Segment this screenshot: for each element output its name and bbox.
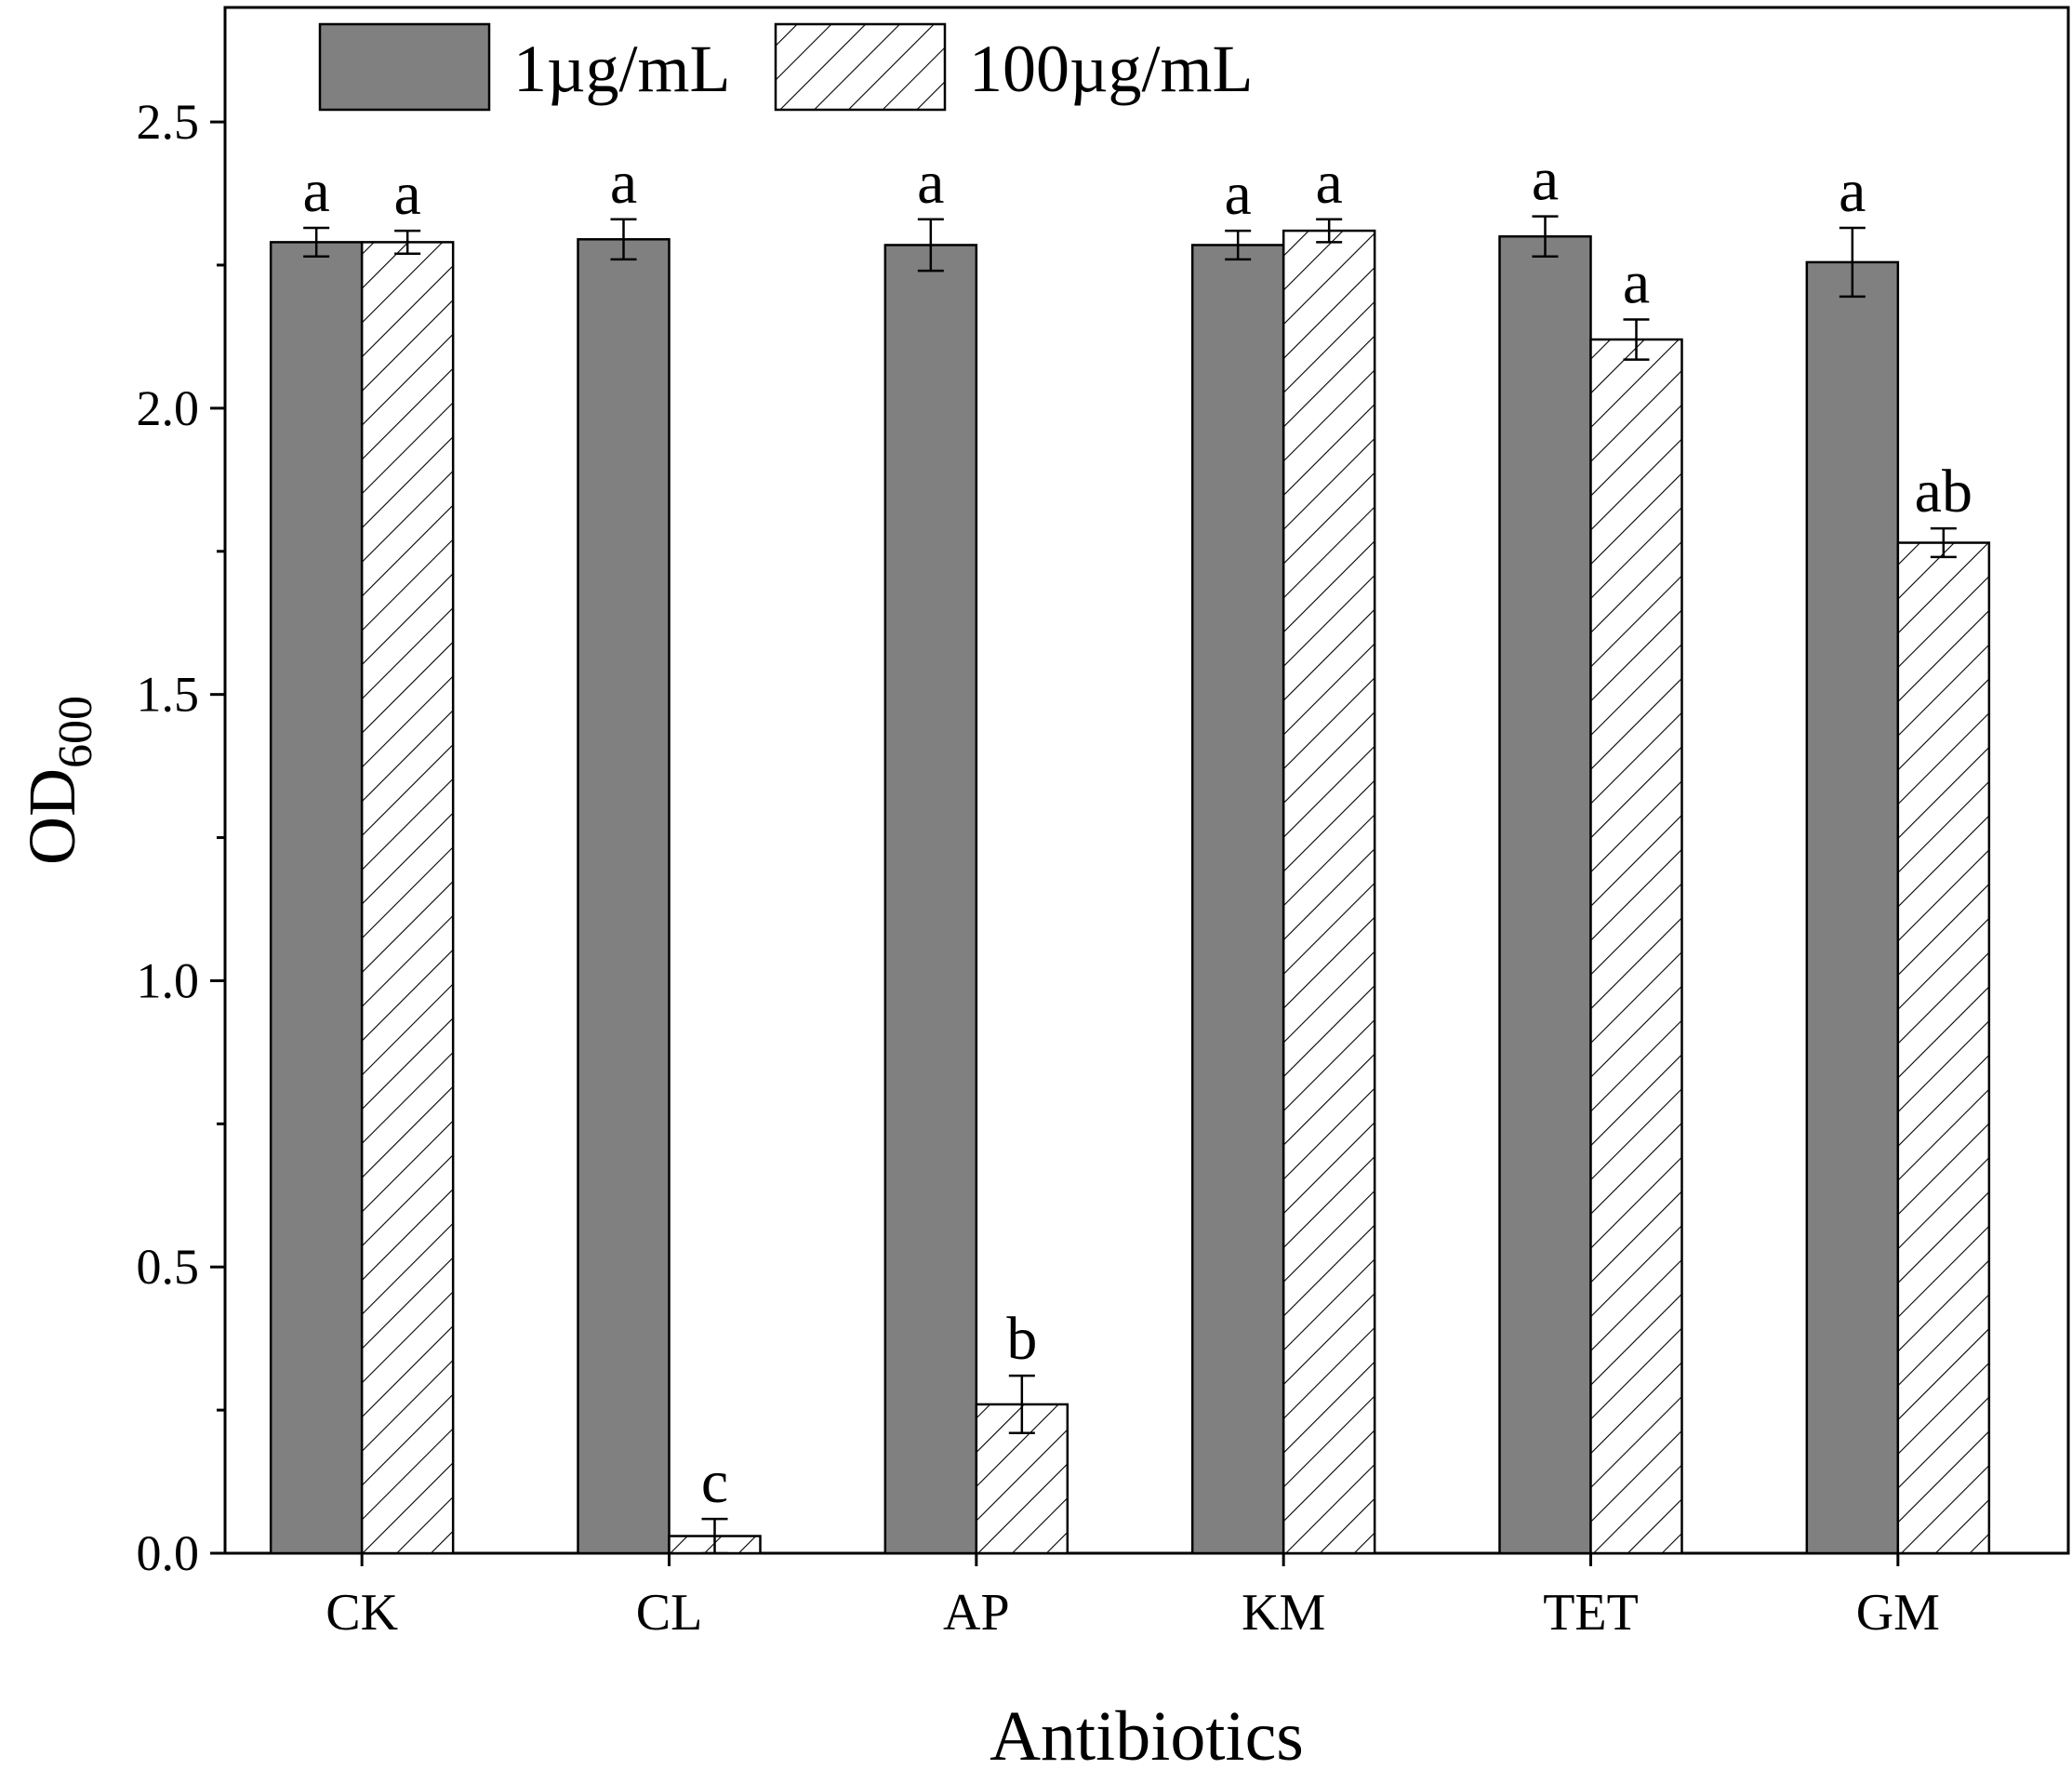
y-tick-label: 1.5 bbox=[137, 667, 200, 723]
bar-ck-series-2 bbox=[360, 241, 455, 1555]
legend-label-1: 1µg/mL bbox=[513, 32, 730, 106]
x-axis-label: Antibiotics bbox=[990, 1697, 1304, 1769]
bar-gm-series-1 bbox=[1805, 260, 1900, 1555]
bar-ck-series-1 bbox=[269, 241, 364, 1555]
significance-label: a bbox=[1839, 157, 1866, 225]
significance-label: b bbox=[1006, 1305, 1037, 1373]
y-tick-label: 0.0 bbox=[137, 1525, 200, 1581]
x-tick-label: GM bbox=[1856, 1584, 1940, 1642]
significance-label: c bbox=[701, 1448, 728, 1516]
x-tick-label: CL bbox=[636, 1584, 703, 1642]
y-axis-label: OD600 bbox=[15, 696, 102, 865]
y-tick-label: 2.0 bbox=[137, 380, 200, 436]
bar-tet-series-2 bbox=[1589, 338, 1683, 1555]
legend-label-2: 100µg/mL bbox=[969, 32, 1253, 106]
legend-swatch-1 bbox=[318, 22, 491, 112]
y-tick-label: 0.5 bbox=[137, 1239, 200, 1295]
significance-label: ab bbox=[1915, 458, 1972, 525]
bar-ap-series-1 bbox=[883, 244, 978, 1555]
significance-label: a bbox=[1532, 146, 1559, 214]
bar-km-series-1 bbox=[1190, 244, 1285, 1555]
bar-cl-series-1 bbox=[577, 238, 671, 1555]
significance-label: a bbox=[303, 157, 330, 225]
legend-swatch-2 bbox=[774, 22, 947, 112]
significance-label: a bbox=[1623, 248, 1650, 316]
y-tick-label: 1.0 bbox=[137, 952, 200, 1008]
x-tick-label: TET bbox=[1543, 1584, 1639, 1642]
x-tick-label: KM bbox=[1242, 1584, 1325, 1642]
bar-tet-series-1 bbox=[1498, 234, 1592, 1555]
significance-label: a bbox=[1225, 160, 1252, 228]
bar-km-series-2 bbox=[1282, 229, 1376, 1555]
significance-label: a bbox=[610, 149, 637, 217]
x-tick-label: CK bbox=[325, 1584, 398, 1642]
y-axis-label-main: OD bbox=[15, 768, 89, 865]
significance-label: a bbox=[1316, 149, 1343, 217]
y-axis-label-subscript: 600 bbox=[49, 696, 102, 768]
x-tick-label: AP bbox=[943, 1584, 1010, 1642]
plot-frame bbox=[223, 6, 2070, 1555]
significance-label: a bbox=[917, 149, 944, 217]
y-tick-label: 2.5 bbox=[137, 94, 200, 150]
significance-label: a bbox=[394, 160, 421, 228]
bar-gm-series-2 bbox=[1896, 541, 1991, 1555]
